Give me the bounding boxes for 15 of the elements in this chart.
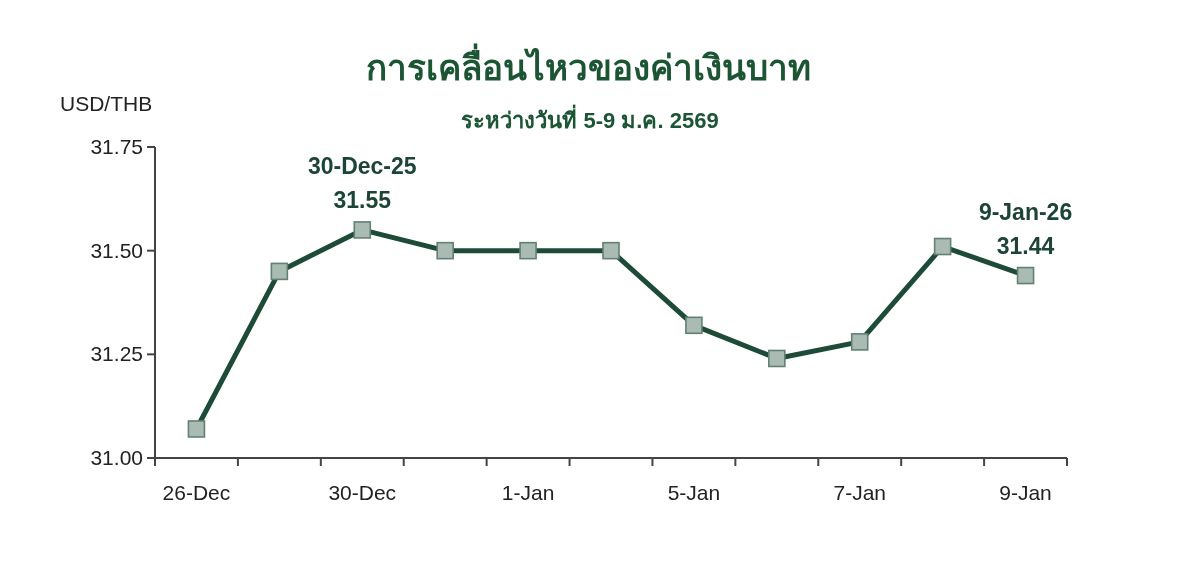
annotation: 9-Jan-26 31.44	[978, 198, 1073, 259]
y-axis-title: USD/THB	[60, 92, 153, 115]
y-tick-label: 31.50	[90, 238, 143, 262]
annotation: 30-Dec-25 31.55	[307, 152, 417, 213]
x-tick-label: 9-Jan	[999, 481, 1052, 504]
x-tick-label: 5-Jan	[667, 481, 721, 504]
x-tick-label: 30-Dec	[328, 481, 397, 504]
chart-title: การเคลื่อนไหวของค่าเงินบาท	[365, 43, 811, 87]
chart-subtitle: ระหว่างวันที่ 5-9 ม.ค. 2569	[461, 104, 719, 133]
y-tick-label: 31.00	[90, 446, 143, 469]
x-tick-label: 7-Jan	[833, 481, 886, 504]
x-tick-label: 1-Jan	[501, 481, 555, 504]
y-tick-label: 31.25	[90, 342, 143, 366]
x-tick-label: 26-Dec	[162, 481, 231, 504]
y-tick-label: 31.75	[90, 135, 143, 158]
